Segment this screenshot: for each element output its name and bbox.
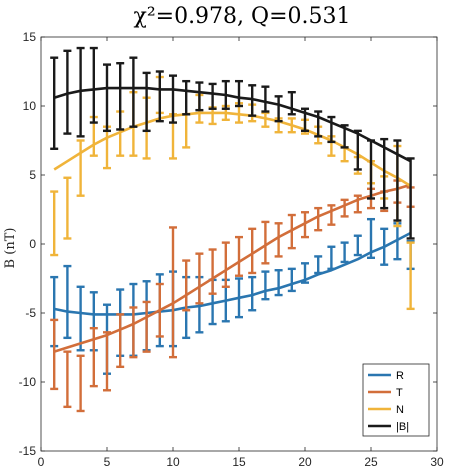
series-t-group [50,179,415,413]
legend-label: R [396,370,404,382]
fit-line [53,111,412,188]
legend-label: |B| [396,421,409,433]
y-tick-label: 10 [23,99,37,113]
fit-line [53,231,412,316]
legend-label: T [396,387,403,399]
y-tick-label: -5 [25,306,36,320]
x-tick-label: 25 [364,455,378,469]
y-tick-label: 5 [29,168,36,182]
legend-label: N [396,404,404,416]
series-r-group [50,217,415,375]
series-layer [50,46,415,413]
y-tick-label: -10 [19,375,37,389]
x-tick-label: 5 [104,455,111,469]
legend: RTN |B| [362,363,430,437]
series-n-group [50,75,415,311]
y-tick-label: -15 [19,444,37,458]
y-axis-label: B (nT) [3,228,18,269]
x-tick-label: 20 [298,455,312,469]
x-tick-label: 0 [38,455,45,469]
chart-title: χ²=0.978, Q=0.531 [133,4,350,29]
series-b-group [50,46,415,240]
y-tick-label: 15 [23,30,37,44]
x-tick-label: 30 [430,455,444,469]
plot-area: 0 5 10 15 20 25 30 -15 -10 -5 0 5 10 15 [19,30,444,469]
x-tick-label: 10 [166,455,180,469]
fit-line [53,86,412,163]
y-tick-label: 0 [29,237,36,251]
x-tick-label: 15 [232,455,246,469]
fit-line [53,183,411,353]
